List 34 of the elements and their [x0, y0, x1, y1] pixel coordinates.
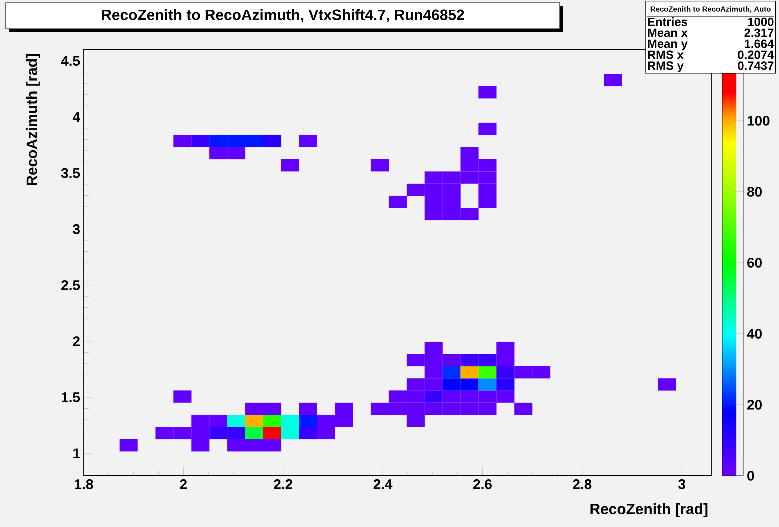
y-tick-label: 1.5	[62, 392, 80, 402]
color-bar-label: 80	[747, 187, 762, 197]
x-tick-label: 2.6	[474, 479, 492, 490]
text: 0.2074	[738, 50, 774, 60]
x-tick-label: 2.2	[274, 479, 293, 490]
chart-title: RecoZenith to RecoAzimuth, VtxShift4.7, Run46852	[102, 9, 464, 23]
x-tick-label: 2.8	[573, 479, 592, 490]
text: 0.7437	[738, 62, 774, 70]
color-bar-label: 0	[748, 471, 754, 481]
color-bar-label: 100	[748, 116, 770, 126]
y-tick-label: 1	[74, 448, 80, 458]
text: Mean x	[648, 28, 688, 38]
x-axis-title: RecoZenith [rad]	[590, 504, 708, 518]
y-tick-label: 3.5	[61, 168, 80, 178]
y-tick-label: 2.5	[62, 280, 80, 290]
text: 1000	[748, 18, 774, 26]
x-tick-label: 1.8	[75, 479, 94, 490]
color-bar-label: 60	[748, 258, 762, 268]
x-tick-label: 3	[678, 479, 686, 490]
y-tick-label: 4.5	[61, 56, 80, 66]
y-tick-label: 4	[72, 112, 80, 122]
text: 1.664	[745, 40, 774, 48]
y-tick-label: 2	[73, 336, 80, 346]
y-tick-label: 3	[73, 224, 80, 234]
y-axis-title: RecoAzimuth [rad]	[26, 54, 40, 186]
annotation: RMS y	[648, 62, 684, 73]
color-bar-label: 40	[747, 329, 762, 339]
text: Entries	[648, 18, 688, 26]
x-tick-label: 2	[180, 479, 188, 490]
color-bar-label: 20	[748, 400, 762, 410]
annotation: RMS x	[648, 50, 684, 60]
text: 2.317	[744, 28, 774, 38]
annotation: Mean y	[648, 40, 688, 51]
x-tick-label: 2.4	[374, 479, 393, 490]
